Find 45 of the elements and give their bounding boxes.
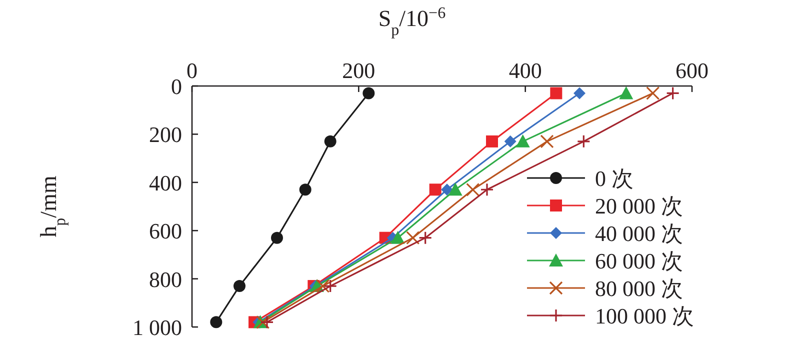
- y-tick-label: 800: [149, 266, 182, 292]
- point: [256, 315, 270, 329]
- point: [418, 231, 432, 245]
- x-tick-label: 400: [508, 58, 542, 83]
- point: [448, 182, 462, 196]
- point: [504, 135, 516, 148]
- legend-label: 20 000 次: [595, 194, 683, 218]
- legend-label: 40 000 次: [595, 221, 683, 246]
- y-tick-label: 400: [149, 170, 182, 196]
- point: [619, 86, 634, 100]
- y-tick-label: 200: [149, 122, 182, 148]
- point: [260, 315, 274, 329]
- point: [666, 86, 680, 100]
- point: [316, 279, 330, 293]
- point: [390, 230, 405, 244]
- point: [324, 135, 336, 148]
- legend-label: 60 000 次: [595, 248, 683, 274]
- point: [466, 182, 480, 196]
- x-tick-label: 600: [676, 58, 708, 83]
- y-tick-label: 1 000: [132, 315, 182, 340]
- legend-label: 100 000 次: [595, 304, 694, 328]
- x-tick-label: 0: [186, 58, 198, 83]
- point: [234, 280, 246, 292]
- point: [441, 184, 453, 196]
- point: [550, 87, 562, 100]
- point: [480, 182, 494, 196]
- point: [540, 134, 554, 148]
- point: [646, 86, 660, 100]
- legend-label: 80 000 次: [595, 276, 683, 301]
- point: [576, 134, 590, 148]
- point: [406, 231, 420, 245]
- point: [299, 184, 312, 196]
- point: [516, 134, 530, 148]
- legend-label: 0 次: [595, 166, 634, 191]
- point: [210, 316, 222, 328]
- point: [574, 87, 586, 100]
- x-tick-label: 200: [342, 58, 376, 83]
- point: [486, 135, 498, 148]
- y-tick-label: 600: [149, 218, 182, 244]
- point: [429, 184, 442, 196]
- point: [271, 232, 283, 244]
- y-tick-label: 0: [171, 74, 182, 99]
- x-axis-title: S$_{p}$/10$^{−6}$: [378, 4, 446, 38]
- point: [362, 87, 375, 100]
- point: [324, 279, 338, 293]
